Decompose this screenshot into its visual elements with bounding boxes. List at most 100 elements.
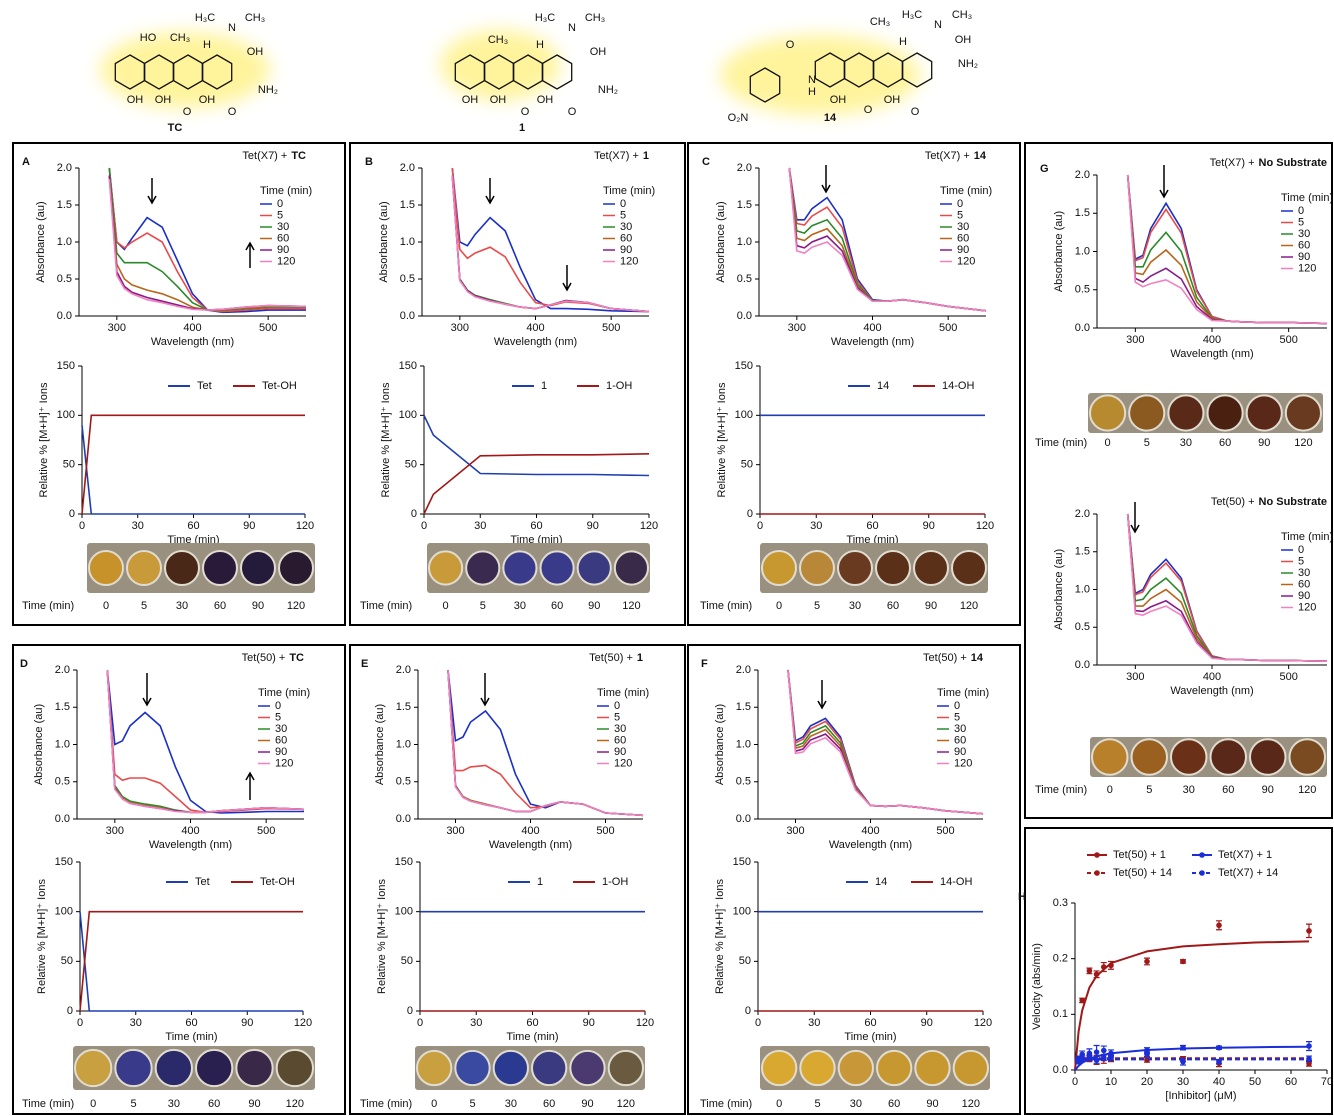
title-text: Tet(50) + <box>242 652 286 664</box>
x-tick-label: 300 <box>451 322 469 334</box>
legend-label: 5 <box>277 209 283 221</box>
well-time: 30 <box>514 600 526 612</box>
well-time: 0 <box>90 1098 96 1110</box>
well <box>569 1049 606 1087</box>
x-tick-label: 60 <box>530 520 542 532</box>
well-time: 120 <box>962 1098 980 1110</box>
compound-label: TC <box>168 122 183 134</box>
well <box>164 550 200 586</box>
well-time: 5 <box>130 1098 136 1110</box>
point <box>1093 1049 1100 1055</box>
arrow <box>147 178 157 205</box>
x-tick-label: 90 <box>243 520 255 532</box>
y-tick-label: 150 <box>395 856 413 868</box>
legend-label: Tet(X7) + 14 <box>1218 867 1278 879</box>
well-time: 120 <box>960 600 978 612</box>
legend-label: Tet(X7) + 1 <box>1218 849 1272 861</box>
point <box>1144 1051 1150 1058</box>
title-text: Tet(50) + <box>923 652 967 664</box>
y-axis-label: Absorbance (au) <box>1053 549 1065 630</box>
well <box>502 550 538 586</box>
legend-label: Tet <box>195 876 210 888</box>
point <box>1180 1058 1186 1065</box>
data-line <box>451 167 650 313</box>
well <box>914 1049 951 1087</box>
legend-label: 0 <box>1298 544 1304 556</box>
point <box>1108 962 1114 969</box>
x-tick-label: 30 <box>132 520 144 532</box>
y-tick-label: 1.5 <box>55 701 70 713</box>
well <box>1128 394 1166 432</box>
atom-label: O <box>183 106 192 118</box>
y-tick-label: 50 <box>63 459 75 471</box>
panel-letter: E <box>361 658 368 670</box>
x-tick-label: 0 <box>1072 1076 1078 1088</box>
x-tick-label: 90 <box>921 1017 933 1029</box>
y-tick-label: 0 <box>69 508 75 520</box>
x-axis-label: Time (min) <box>506 1031 558 1043</box>
well <box>576 550 612 586</box>
x-tick-label: 400 <box>861 825 879 837</box>
y-tick-label: 0 <box>411 508 417 520</box>
y-tick-label: 1.5 <box>396 701 411 713</box>
y-tick-label: 2.0 <box>57 162 72 174</box>
atom-label: OH <box>462 94 479 106</box>
arrow <box>821 165 831 194</box>
y-tick-label: 2.0 <box>736 664 751 676</box>
title-bold: TC <box>289 652 304 664</box>
atom-label: OH <box>537 94 554 106</box>
atom-label: HO <box>140 32 157 44</box>
point <box>1216 922 1222 929</box>
y-tick-label: 1.0 <box>736 738 751 750</box>
x-tick-label: 60 <box>1285 1076 1297 1088</box>
panel-title: Tet(50) + TC <box>242 652 304 664</box>
legend-marker <box>1199 870 1205 876</box>
data-line <box>79 911 303 1012</box>
ring <box>749 67 781 103</box>
legend-label: 5 <box>954 711 960 723</box>
y-tick-label: 0.0 <box>400 310 415 322</box>
panel-letter: B <box>365 156 373 168</box>
x-axis-label: Time (min) <box>844 1031 896 1043</box>
legend-label: 1 <box>537 876 543 888</box>
point <box>1093 971 1100 978</box>
title-text: Tet(X7) + <box>242 150 287 162</box>
well-time: 120 <box>622 600 640 612</box>
data-line <box>1126 513 1328 662</box>
atom-label: O <box>521 106 530 118</box>
data-line <box>787 669 984 815</box>
y-tick-label: 100 <box>733 906 751 918</box>
arrow <box>562 265 572 292</box>
well-time: 0 <box>1105 437 1111 449</box>
data-line <box>447 669 644 817</box>
y-tick-label: 150 <box>57 360 75 372</box>
legend-label: 30 <box>1298 567 1310 579</box>
point <box>1101 1047 1107 1054</box>
atom-label: H₃C <box>902 9 922 21</box>
atom-label: CH₃ <box>245 12 265 24</box>
title-bold: 1 <box>637 652 643 664</box>
y-tick-label: 0.0 <box>737 310 752 322</box>
well-time-title: Time (min) <box>360 1098 412 1110</box>
well <box>1288 738 1326 776</box>
well-time: 30 <box>505 1098 517 1110</box>
title-text: Tet(X7) + <box>594 150 639 162</box>
well <box>202 550 238 586</box>
ring <box>541 54 573 90</box>
well-time: 120 <box>1294 437 1312 449</box>
y-tick-label: 50 <box>61 955 73 967</box>
legend-title: Time (min) <box>258 687 310 699</box>
well <box>154 1048 193 1088</box>
panel-frame <box>687 142 1021 626</box>
x-tick-label: 90 <box>923 520 935 532</box>
well <box>454 1049 491 1087</box>
well-time: 30 <box>850 1098 862 1110</box>
well-time: 60 <box>208 1098 220 1110</box>
atom-label: H <box>536 39 544 51</box>
atom-label: NH₂ <box>258 84 278 96</box>
legend-label: 60 <box>1298 578 1310 590</box>
legend-label: 120 <box>1298 601 1316 613</box>
x-tick-label: 60 <box>864 1017 876 1029</box>
y-tick-label: 0 <box>745 1005 751 1017</box>
